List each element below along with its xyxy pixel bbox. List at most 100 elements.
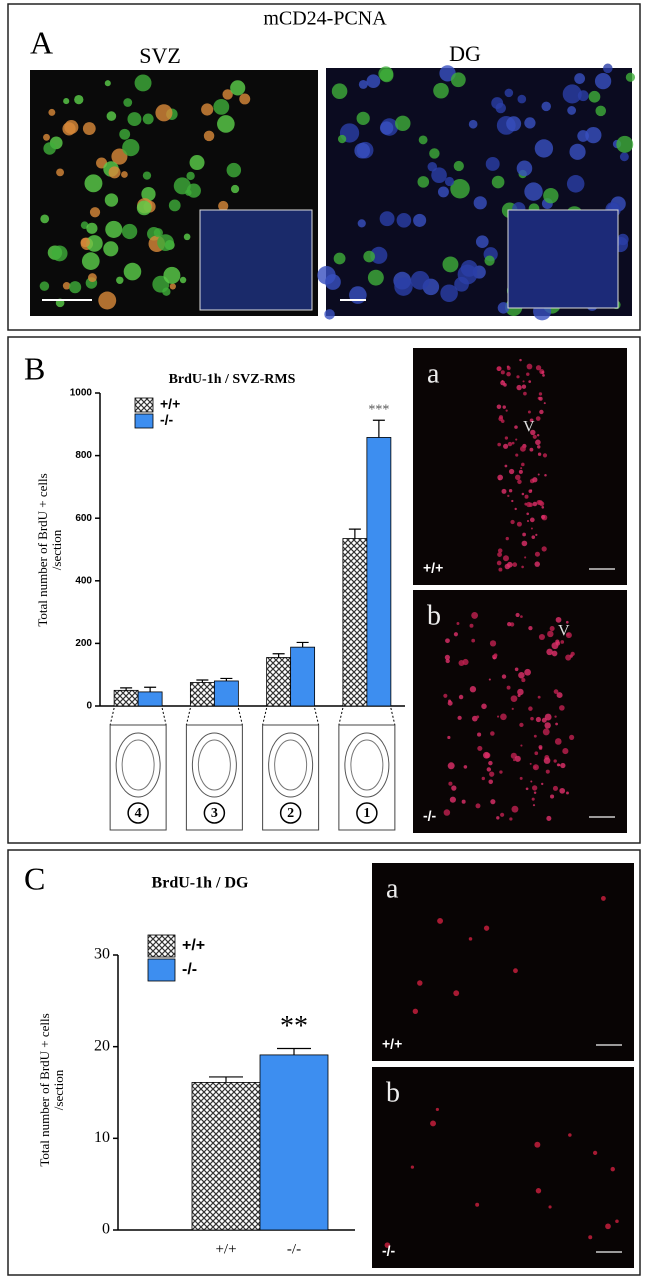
cell bbox=[522, 532, 526, 537]
cell bbox=[543, 757, 551, 764]
cell bbox=[500, 370, 505, 375]
cell bbox=[538, 745, 543, 750]
cell bbox=[504, 436, 509, 440]
cell bbox=[526, 363, 533, 370]
cell bbox=[98, 291, 117, 310]
y-tick-label: 10 bbox=[94, 1129, 110, 1146]
cell bbox=[566, 791, 569, 795]
cell bbox=[518, 469, 523, 474]
cell bbox=[121, 223, 138, 240]
cell bbox=[502, 405, 506, 409]
cell bbox=[544, 474, 547, 477]
cell bbox=[357, 219, 366, 228]
cell bbox=[412, 1008, 419, 1014]
cell bbox=[537, 445, 541, 449]
cell bbox=[521, 678, 526, 683]
cell bbox=[349, 286, 367, 304]
cell bbox=[169, 283, 176, 290]
cell bbox=[530, 429, 536, 436]
cell bbox=[551, 650, 558, 657]
cell bbox=[560, 762, 566, 769]
cell bbox=[577, 90, 589, 102]
cell bbox=[473, 196, 487, 210]
section-number-circle bbox=[127, 802, 149, 824]
cell bbox=[605, 1223, 611, 1230]
legend-swatch bbox=[147, 958, 176, 982]
cell bbox=[331, 83, 348, 99]
legend-label: -/- bbox=[160, 412, 174, 428]
cell bbox=[553, 689, 559, 694]
cell bbox=[538, 633, 545, 641]
genotype-label: -/- bbox=[423, 808, 437, 824]
cell bbox=[543, 402, 546, 405]
cell bbox=[496, 715, 500, 718]
cell bbox=[517, 94, 527, 104]
x-tick-label: -/- bbox=[287, 1241, 301, 1257]
cell bbox=[453, 632, 458, 637]
cell bbox=[185, 189, 192, 196]
cell bbox=[537, 695, 541, 699]
cell bbox=[515, 453, 519, 457]
cell bbox=[517, 479, 522, 485]
cell bbox=[461, 799, 466, 804]
cell bbox=[222, 89, 233, 100]
cell bbox=[445, 658, 450, 664]
cell bbox=[521, 492, 525, 496]
legend-swatch bbox=[134, 397, 154, 413]
cell bbox=[594, 72, 612, 90]
cell bbox=[569, 734, 575, 740]
cell bbox=[105, 220, 123, 238]
cell bbox=[523, 391, 527, 396]
bar bbox=[137, 691, 163, 707]
cell bbox=[562, 84, 582, 104]
cell bbox=[450, 72, 466, 88]
cell bbox=[136, 200, 152, 216]
y-axis-label: /section bbox=[49, 529, 64, 570]
cell bbox=[515, 612, 520, 618]
cell bbox=[538, 396, 543, 401]
cell bbox=[541, 782, 544, 786]
cell bbox=[542, 728, 550, 736]
cell bbox=[506, 685, 511, 690]
cell bbox=[239, 93, 251, 105]
cell bbox=[565, 654, 572, 661]
cell bbox=[535, 716, 542, 723]
cell bbox=[363, 250, 376, 263]
cell bbox=[501, 380, 504, 383]
cell bbox=[568, 1133, 572, 1137]
cell bbox=[555, 616, 562, 623]
cell bbox=[542, 453, 548, 458]
legend-swatch bbox=[147, 934, 176, 958]
cell bbox=[497, 302, 510, 314]
cell bbox=[512, 758, 516, 762]
cell bbox=[497, 442, 502, 447]
cell bbox=[532, 477, 538, 483]
cell bbox=[514, 755, 521, 762]
cell bbox=[569, 143, 586, 160]
cell bbox=[514, 507, 517, 511]
cell bbox=[529, 517, 535, 523]
error-bar bbox=[272, 653, 285, 658]
cell bbox=[519, 358, 522, 362]
cell bbox=[108, 166, 121, 179]
cell bbox=[603, 63, 613, 74]
cell bbox=[496, 404, 502, 409]
guide-line bbox=[262, 707, 320, 726]
cell bbox=[499, 770, 503, 774]
cell bbox=[324, 309, 335, 320]
guide-line bbox=[109, 707, 167, 726]
cell bbox=[541, 546, 547, 552]
cell bbox=[481, 776, 485, 781]
cell bbox=[566, 175, 585, 193]
cell bbox=[546, 815, 552, 821]
cell bbox=[435, 1107, 439, 1112]
cell bbox=[379, 121, 394, 135]
cell bbox=[445, 638, 450, 644]
cell bbox=[508, 468, 515, 475]
cell bbox=[141, 186, 156, 202]
cell bbox=[496, 560, 502, 566]
cell bbox=[524, 502, 528, 506]
cell bbox=[559, 787, 566, 794]
cell bbox=[499, 415, 504, 420]
